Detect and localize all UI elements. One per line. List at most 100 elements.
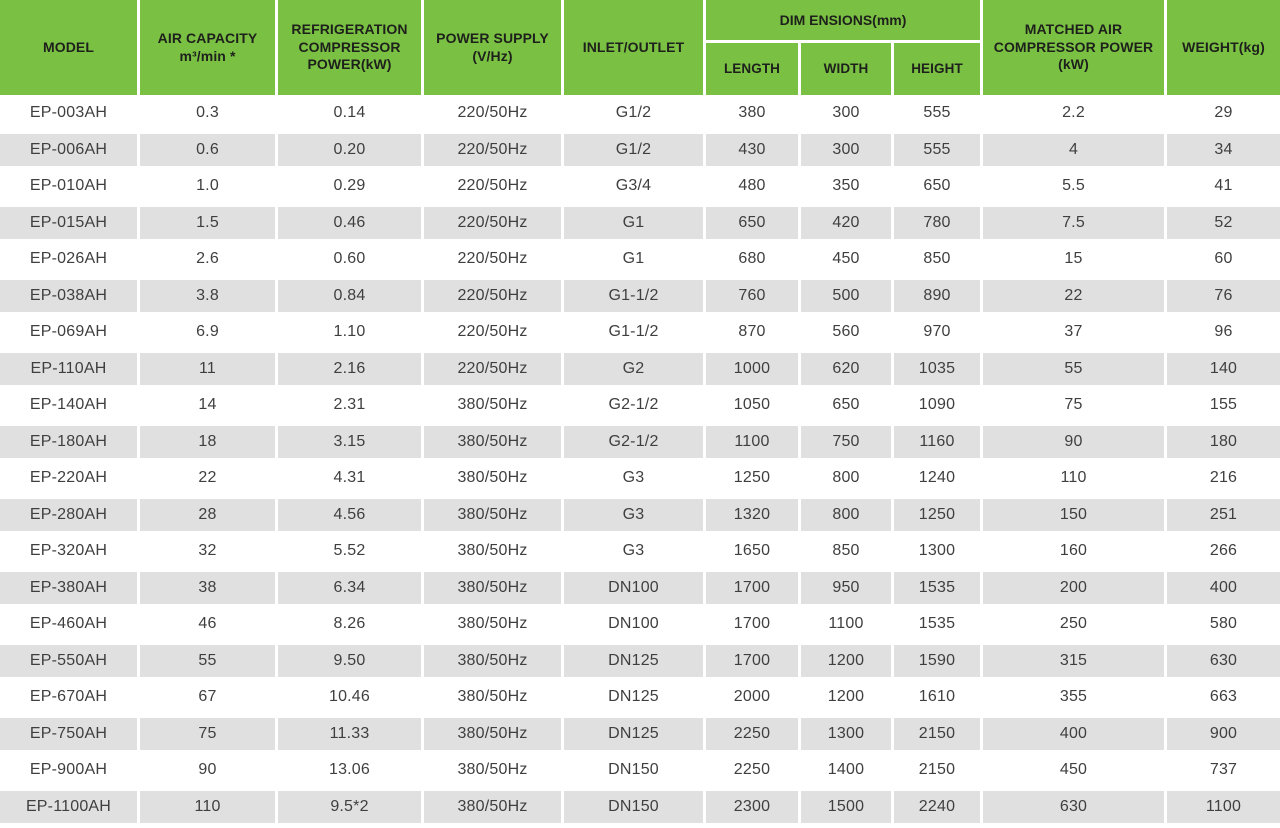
table-cell: 2000 [706, 679, 798, 716]
table-cell: G1/2 [564, 95, 703, 132]
table-cell: 55 [140, 642, 275, 679]
table-cell: EP-280AH [0, 496, 137, 533]
table-row: EP-280AH 28 4.56 380/50Hz G3 1320 800 1250 150 25… [0, 496, 1280, 533]
table-cell: 2300 [706, 788, 798, 825]
table-cell: 110 [983, 460, 1164, 497]
col-header-matched-air-compressor-power: MATCHED AIR COMPRESSOR POWER (kW) [983, 0, 1164, 95]
table-cell: 1200 [801, 679, 891, 716]
table-cell: 2.2 [983, 95, 1164, 132]
table-cell: 500 [801, 277, 891, 314]
table-cell: 4.31 [278, 460, 421, 497]
table-cell: G1-1/2 [564, 277, 703, 314]
table-row: EP-006AH 0.6 0.20 220/50Hz G1/2 430 300 555 4 34 [0, 131, 1280, 168]
table-cell: 1100 [1167, 788, 1280, 825]
table-cell: 580 [1167, 606, 1280, 643]
table-cell: 1100 [706, 423, 798, 460]
table-cell: 160 [983, 533, 1164, 570]
table-row: EP-010AH 1.0 0.29 220/50Hz G3/4 480 350 650 5.5 4… [0, 168, 1280, 205]
table-cell: 650 [706, 204, 798, 241]
table-cell: 380/50Hz [424, 788, 561, 825]
table-cell: 9.50 [278, 642, 421, 679]
table-row: EP-550AH 55 9.50 380/50Hz DN125 1700 1200 1590 3… [0, 642, 1280, 679]
col-header-refrigeration-compressor-power: REFRIGERATION COMPRESSOR POWER(kW) [278, 0, 421, 95]
table-cell: 620 [801, 350, 891, 387]
table-cell: 400 [1167, 569, 1280, 606]
table-cell: 2150 [894, 752, 980, 789]
table-cell: 1650 [706, 533, 798, 570]
table-cell: 5.52 [278, 533, 421, 570]
col-header-height: HEIGHT [894, 43, 980, 95]
table-cell: 14 [140, 387, 275, 424]
table-cell: 680 [706, 241, 798, 278]
table-cell: 34 [1167, 131, 1280, 168]
table-cell: 1250 [894, 496, 980, 533]
table-cell: 11.33 [278, 715, 421, 752]
table-cell: 3.8 [140, 277, 275, 314]
table-cell: DN125 [564, 715, 703, 752]
table-cell: 663 [1167, 679, 1280, 716]
table-cell: G1 [564, 241, 703, 278]
table-row: EP-380AH 38 6.34 380/50Hz DN100 1700 950 1535 20… [0, 569, 1280, 606]
table-cell: 380/50Hz [424, 679, 561, 716]
table-cell: 1000 [706, 350, 798, 387]
table-cell: 1610 [894, 679, 980, 716]
col-header-dimensions: DIM ENSIONS(mm) [706, 0, 980, 40]
table-cell: 220/50Hz [424, 350, 561, 387]
table-cell: 950 [801, 569, 891, 606]
table-cell: 0.84 [278, 277, 421, 314]
table-cell: 737 [1167, 752, 1280, 789]
table-cell: 60 [1167, 241, 1280, 278]
col-header-length: LENGTH [706, 43, 798, 95]
table-cell: EP-180AH [0, 423, 137, 460]
table-cell: EP-220AH [0, 460, 137, 497]
table-cell: 90 [983, 423, 1164, 460]
table-cell: 150 [983, 496, 1164, 533]
table-row: EP-015AH 1.5 0.46 220/50Hz G1 650 420 780 7.5 52 [0, 204, 1280, 241]
table-cell: 1300 [894, 533, 980, 570]
table-cell: 2.16 [278, 350, 421, 387]
table-cell: 1590 [894, 642, 980, 679]
dimensions-subheader-row: LENGTH WIDTH HEIGHT [706, 43, 980, 95]
table-cell: 220/50Hz [424, 241, 561, 278]
table-cell: 29 [1167, 95, 1280, 132]
table-cell: EP-320AH [0, 533, 137, 570]
table-cell: 900 [1167, 715, 1280, 752]
table-cell: 75 [140, 715, 275, 752]
table-row: EP-320AH 32 5.52 380/50Hz G3 1650 850 1300 160 26… [0, 533, 1280, 570]
table-cell: 3.15 [278, 423, 421, 460]
table-cell: 750 [801, 423, 891, 460]
table-row: EP-1100AH 110 9.5*2 380/50Hz DN150 2300 1500 22… [0, 788, 1280, 825]
table-cell: 315 [983, 642, 1164, 679]
table-cell: 251 [1167, 496, 1280, 533]
table-cell: 55 [983, 350, 1164, 387]
table-cell: EP-026AH [0, 241, 137, 278]
table-cell: 38 [140, 569, 275, 606]
table-cell: EP-900AH [0, 752, 137, 789]
table-cell: 216 [1167, 460, 1280, 497]
table-cell: EP-550AH [0, 642, 137, 679]
table-cell: 890 [894, 277, 980, 314]
table-cell: 0.29 [278, 168, 421, 205]
table-cell: 1035 [894, 350, 980, 387]
table-cell: 220/50Hz [424, 204, 561, 241]
table-cell: 430 [706, 131, 798, 168]
table-cell: 52 [1167, 204, 1280, 241]
table-cell: 1700 [706, 606, 798, 643]
table-cell: 1535 [894, 569, 980, 606]
table-cell: 800 [801, 496, 891, 533]
table-cell: 380/50Hz [424, 533, 561, 570]
table-cell: 5.5 [983, 168, 1164, 205]
table-cell: 15 [983, 241, 1164, 278]
table-cell: 220/50Hz [424, 95, 561, 132]
table-cell: DN100 [564, 569, 703, 606]
table-cell: EP-006AH [0, 131, 137, 168]
table-cell: 6.9 [140, 314, 275, 351]
table-cell: 560 [801, 314, 891, 351]
table-cell: 266 [1167, 533, 1280, 570]
table-cell: 380/50Hz [424, 496, 561, 533]
table-cell: 970 [894, 314, 980, 351]
table-cell: 1200 [801, 642, 891, 679]
table-cell: 96 [1167, 314, 1280, 351]
table-cell: 870 [706, 314, 798, 351]
